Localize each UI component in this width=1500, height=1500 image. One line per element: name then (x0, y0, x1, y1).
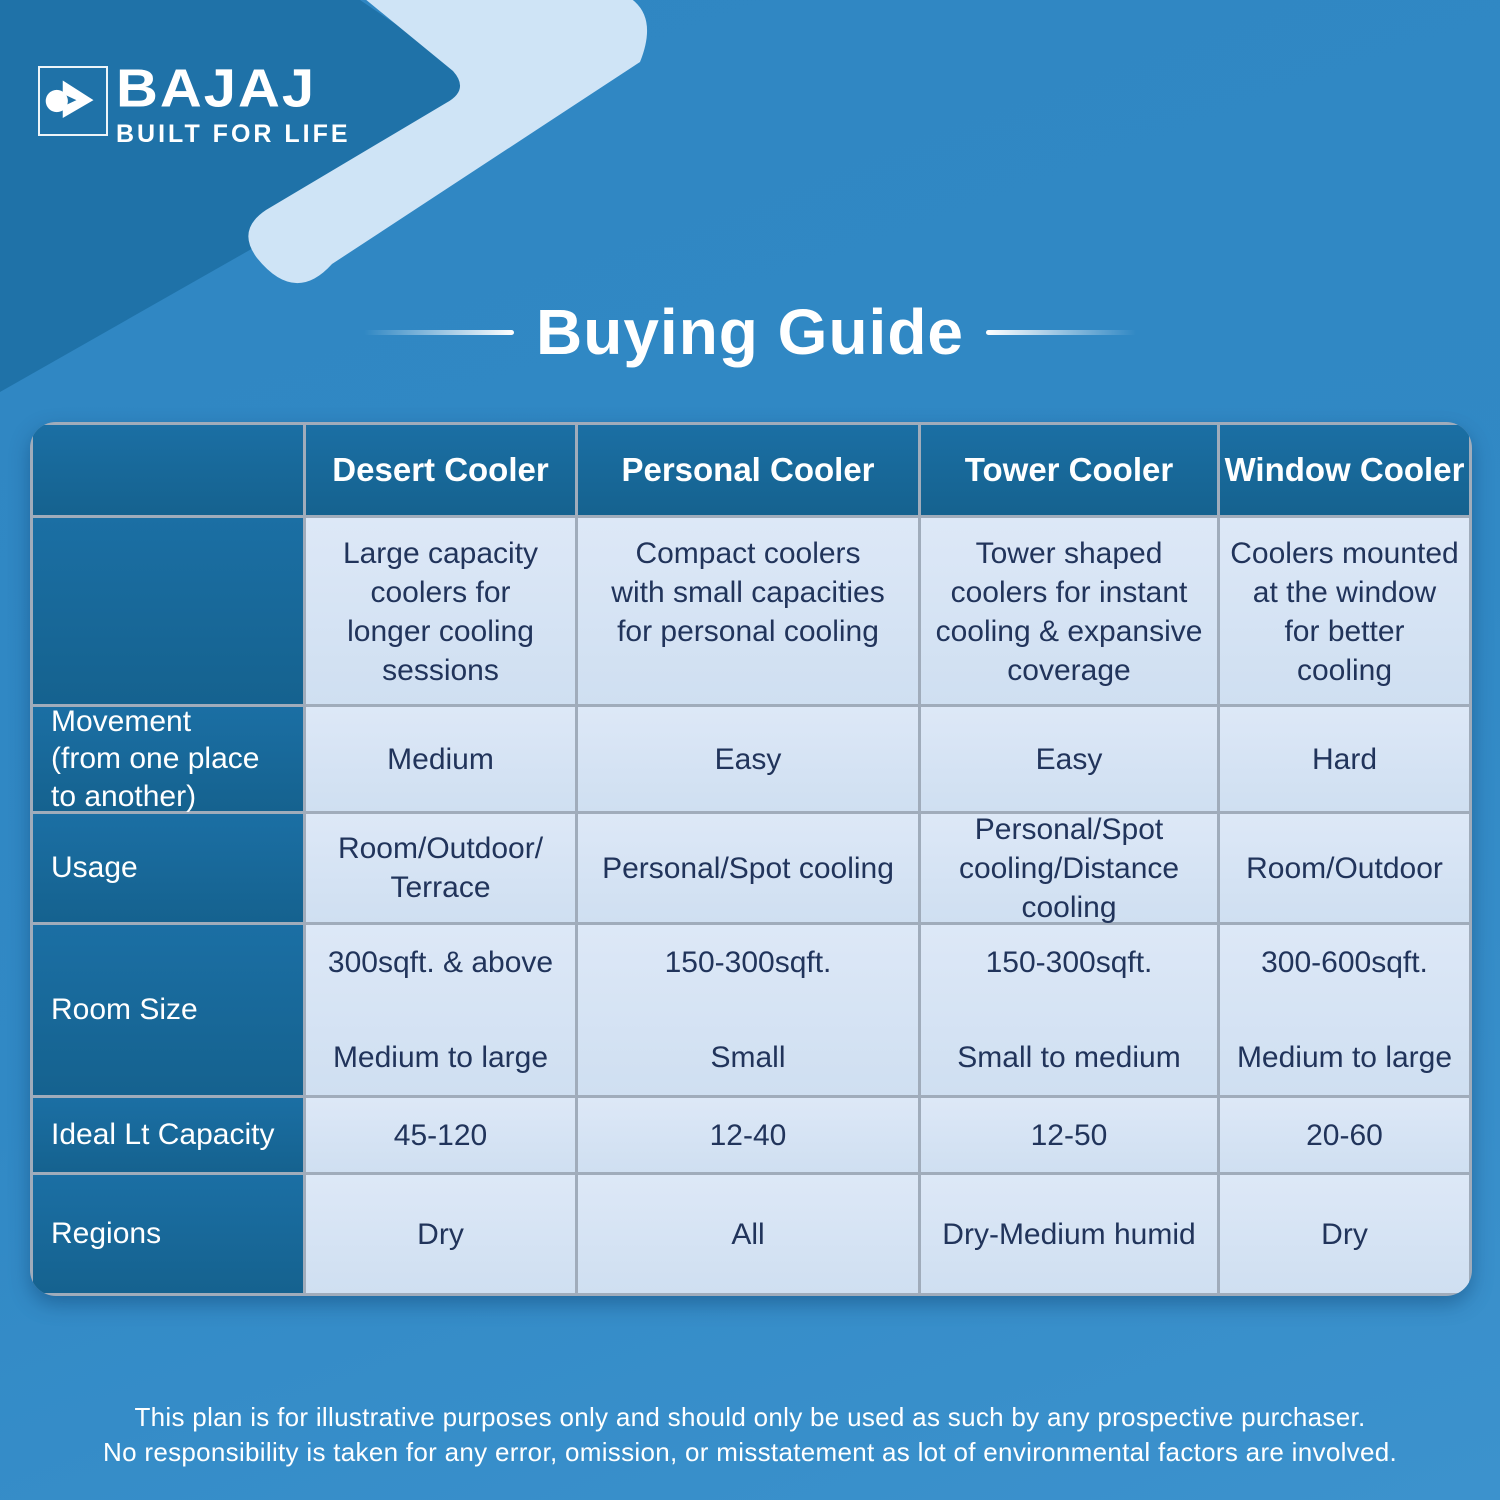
bajaj-logo-mark (38, 66, 108, 136)
usage-tower: Personal/Spot cooling/Distance cooling (921, 813, 1217, 924)
corner-cell (33, 425, 303, 515)
title-dash-left (364, 329, 514, 335)
regions-window: Dry (1220, 1175, 1469, 1293)
cooler-comparison-table: Desert Cooler Personal Cooler Tower Cool… (30, 422, 1472, 1296)
room-size-class: Small (710, 1041, 786, 1074)
col-header-tower-cooler: Tower Cooler (921, 425, 1217, 515)
movement-desert: Medium (306, 707, 575, 811)
regions-tower: Dry-Medium humid (921, 1175, 1217, 1293)
room-size-sqft: 300sqft. & above (327, 946, 554, 979)
bajaj-logo-text: BAJAJ BUILT FOR LIFE (116, 60, 351, 149)
capacity-window: 20-60 (1220, 1098, 1469, 1172)
col-header-window-cooler: Window Cooler (1220, 425, 1469, 515)
disclaimer-line-1: This plan is for illustrative purposes o… (134, 1402, 1366, 1432)
room-size-class: Medium to large (332, 1041, 549, 1074)
room-size-desert: 300sqft. & above Medium to large (306, 925, 575, 1095)
row-label-room-size: Room Size (33, 925, 303, 1095)
col-header-personal-cooler: Personal Cooler (578, 425, 918, 515)
usage-desert: Room/Outdoor/ Terrace (306, 814, 575, 922)
capacity-personal: 12-40 (578, 1098, 918, 1172)
row-label-ideal-lt-capacity: Ideal Lt Capacity (33, 1098, 303, 1172)
room-size-window: 300-600sqft. Medium to large (1220, 925, 1469, 1095)
regions-personal: All (578, 1175, 918, 1293)
movement-window: Hard (1220, 707, 1469, 811)
usage-window: Room/Outdoor (1220, 814, 1469, 922)
room-size-class: Small to medium (957, 1041, 1181, 1074)
capacity-desert: 45-120 (306, 1098, 575, 1172)
col-header-desert-cooler: Desert Cooler (306, 425, 575, 515)
row-label-regions: Regions (33, 1175, 303, 1293)
room-size-class: Medium to large (1236, 1041, 1453, 1074)
brand-name: BAJAJ (116, 58, 317, 119)
movement-tower: Easy (921, 707, 1217, 811)
description-row-label-cell (33, 518, 303, 704)
room-size-tower: 150-300sqft. Small to medium (921, 925, 1217, 1095)
personal-description: Compact coolers with small capacities fo… (578, 518, 918, 704)
row-label-usage: Usage (33, 814, 303, 922)
window-description: Coolers mounted at the window for better… (1220, 518, 1469, 704)
room-size-sqft: 150-300sqft. (664, 946, 832, 979)
bajaj-chevron-icon (45, 80, 94, 119)
room-size-sqft: 150-300sqft. (985, 946, 1153, 979)
title-dash-right (986, 329, 1136, 335)
page-title: Buying Guide (536, 296, 964, 368)
regions-desert: Dry (306, 1175, 575, 1293)
usage-personal: Personal/Spot cooling (578, 814, 918, 922)
brand-tagline: BUILT FOR LIFE (116, 120, 351, 148)
capacity-tower: 12-50 (921, 1098, 1217, 1172)
tower-description: Tower shaped coolers for instant cooling… (921, 518, 1217, 704)
disclaimer: This plan is for illustrative purposes o… (0, 1400, 1500, 1470)
room-size-sqft: 300-600sqft. (1261, 946, 1428, 979)
page-title-row: Buying Guide (0, 295, 1500, 369)
row-label-movement: Movement (from one place to another) (33, 705, 303, 813)
desert-description: Large capacity coolers for longer coolin… (306, 518, 575, 704)
movement-personal: Easy (578, 707, 918, 811)
bajaj-logo: BAJAJ BUILT FOR LIFE (38, 60, 351, 149)
room-size-personal: 150-300sqft. Small (578, 925, 918, 1095)
disclaimer-line-2: No responsibility is taken for any error… (103, 1437, 1397, 1468)
